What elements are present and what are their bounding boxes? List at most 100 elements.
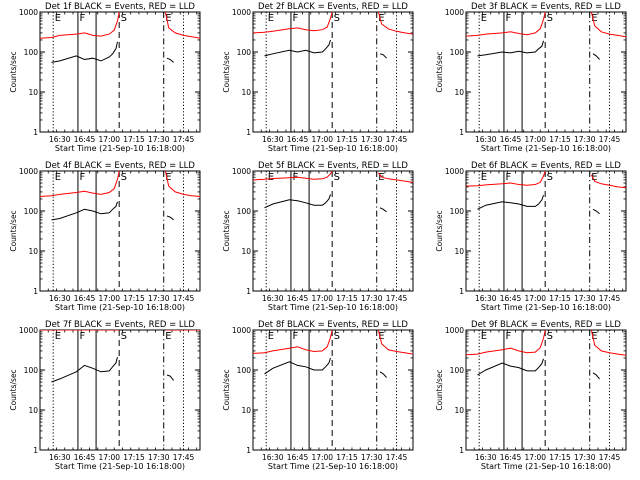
plot-frame	[465, 329, 627, 451]
x-axis-label: Start Time (21-Sep-10 16:18:00)	[55, 462, 185, 471]
y-tick-label: 10	[241, 406, 251, 415]
marker-label: F	[505, 13, 511, 24]
marker-label: E	[165, 331, 171, 342]
events-series-line	[264, 357, 331, 375]
y-tick-label: 1	[33, 287, 38, 296]
y-tick-label: 1000	[19, 326, 38, 335]
marker-label: F	[505, 331, 511, 342]
marker-label: E	[165, 13, 171, 24]
y-tick-label: 1	[246, 128, 251, 137]
x-tick-label: 17:15	[549, 294, 571, 303]
x-tick-label: 16:30	[475, 135, 497, 144]
marker-label: S	[547, 172, 553, 183]
x-tick-label: 17:30	[574, 294, 596, 303]
marker-label: F	[292, 331, 298, 342]
x-axis-label: Start Time (21-Sep-10 16:18:00)	[55, 303, 185, 312]
x-tick-label: 17:00	[311, 453, 333, 462]
chart-panel: Det 8f BLACK = Events, RED = LLD 1 10 100 10…	[222, 320, 414, 471]
lld-series-line	[377, 172, 413, 183]
y-tick-label: 1000	[232, 326, 251, 335]
y-tick-label: 1	[459, 287, 464, 296]
x-tick-label: 17:30	[361, 135, 383, 144]
x-tick-label: 17:15	[336, 294, 358, 303]
chart-title: Det 9f BLACK = Events, RED = LLD	[471, 320, 621, 330]
y-axis-label: Counts/sec	[222, 369, 231, 410]
x-tick-label: 16:45	[500, 453, 522, 462]
x-tick-label: 16:30	[49, 135, 71, 144]
x-tick-label: 16:30	[475, 453, 497, 462]
marker-label: F	[79, 172, 85, 183]
marker-label: E	[481, 172, 487, 183]
x-axis-label: Start Time (21-Sep-10 16:18:00)	[55, 144, 185, 153]
x-tick-label: 16:45	[500, 294, 522, 303]
y-tick-label: 1000	[445, 326, 464, 335]
x-tick-label: 17:00	[524, 453, 546, 462]
y-tick-label: 100	[24, 207, 39, 216]
marker-label: S	[121, 331, 127, 342]
x-tick-label: 16:45	[74, 294, 96, 303]
marker-label: E	[55, 331, 61, 342]
x-tick-label: 16:45	[500, 135, 522, 144]
y-tick-label: 100	[24, 366, 39, 375]
events-series-line	[166, 215, 174, 221]
x-tick-label: 17:15	[336, 135, 358, 144]
chart-title: Det 4f BLACK = Events, RED = LLD	[45, 161, 195, 171]
chart-panel: Det 6f BLACK = Events, RED = LLD 1 10 100 10…	[435, 161, 627, 312]
plot-frame	[465, 11, 627, 133]
y-axis-label: Counts/sec	[435, 369, 444, 410]
x-tick-label: 16:45	[287, 135, 309, 144]
events-series-line	[379, 371, 387, 378]
x-tick-label: 17:00	[98, 294, 120, 303]
marker-label: S	[334, 172, 340, 183]
plot-frame	[252, 329, 414, 451]
y-tick-label: 10	[454, 406, 464, 415]
y-tick-label: 10	[28, 88, 38, 97]
lld-series-line	[466, 330, 546, 356]
y-tick-label: 1000	[19, 8, 38, 17]
y-tick-label: 100	[450, 48, 465, 57]
chart-title: Det 3f BLACK = Events, RED = LLD	[471, 2, 621, 12]
x-tick-label: 16:45	[287, 453, 309, 462]
events-series-line	[592, 208, 600, 215]
x-tick-label: 17:15	[336, 453, 358, 462]
chart-title: Det 6f BLACK = Events, RED = LLD	[471, 161, 621, 171]
x-tick-label: 16:30	[49, 294, 71, 303]
plot-frame	[252, 170, 414, 292]
x-tick-label: 17:30	[148, 135, 170, 144]
x-tick-label: 17:15	[549, 453, 571, 462]
y-axis-label: Counts/sec	[222, 51, 231, 92]
marker-label: E	[378, 331, 384, 342]
events-series-line	[379, 207, 387, 213]
events-series-line	[379, 53, 387, 59]
lld-series-line	[466, 171, 546, 187]
x-tick-label: 16:30	[49, 453, 71, 462]
marker-label: S	[121, 13, 127, 24]
x-tick-label: 17:45	[173, 294, 195, 303]
x-tick-label: 16:30	[262, 453, 284, 462]
marker-label: E	[55, 172, 61, 183]
chart-panel: Det 3f BLACK = Events, RED = LLD 1 10 100 10…	[435, 2, 627, 153]
marker-label: E	[591, 13, 597, 24]
lld-series-line	[164, 12, 200, 39]
events-series-line	[477, 194, 544, 210]
x-axis-label: Start Time (21-Sep-10 16:18:00)	[481, 462, 611, 471]
events-series-line	[166, 374, 174, 381]
events-series-line	[166, 57, 174, 63]
marker-label: E	[481, 13, 487, 24]
y-axis-label: Counts/sec	[9, 210, 18, 251]
x-tick-label: 17:15	[123, 294, 145, 303]
x-tick-label: 17:45	[599, 453, 621, 462]
y-axis-label: Counts/sec	[435, 51, 444, 92]
x-tick-label: 17:15	[549, 135, 571, 144]
marker-label: E	[165, 172, 171, 183]
events-series-line	[477, 358, 544, 376]
chart-title: Det 5f BLACK = Events, RED = LLD	[258, 161, 408, 171]
y-tick-label: 1	[459, 128, 464, 137]
y-tick-label: 10	[454, 247, 464, 256]
events-series-line	[264, 39, 331, 57]
events-series-line	[51, 201, 118, 221]
lld-series-line	[590, 330, 626, 356]
y-tick-label: 100	[24, 48, 39, 57]
events-series-line	[51, 41, 118, 63]
marker-label: S	[547, 13, 553, 24]
